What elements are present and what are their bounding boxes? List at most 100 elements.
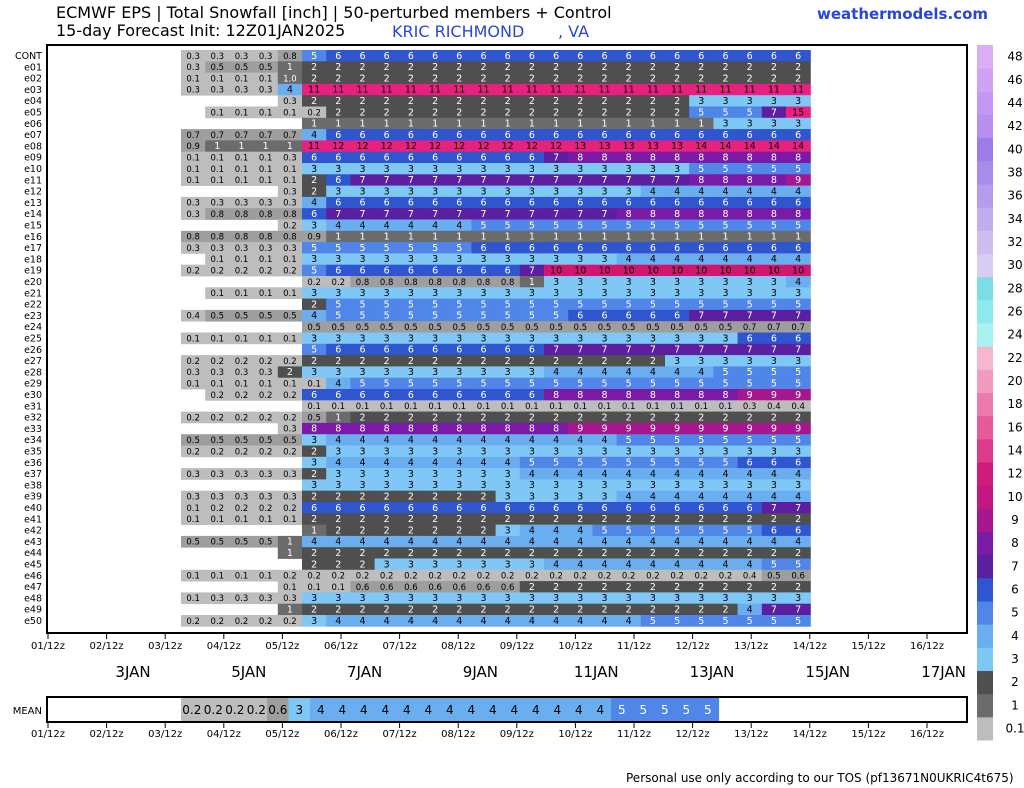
heatmap-cell <box>640 230 666 243</box>
heatmap-cell <box>519 615 545 627</box>
cell-label: 11 <box>598 85 610 96</box>
colorbar-segment <box>977 531 993 556</box>
heatmap-cell <box>350 547 376 559</box>
cell-label: 3 <box>577 277 583 288</box>
heatmap-cell <box>471 253 497 266</box>
cell-label: 0.5 <box>549 323 563 333</box>
heatmap-cell <box>592 490 618 503</box>
heatmap-cell <box>447 524 472 537</box>
cell-label: 0.7 <box>283 131 297 141</box>
heatmap-cell <box>786 490 811 503</box>
cell-label: 5 <box>384 311 390 322</box>
heatmap-cell <box>786 151 811 164</box>
heatmap-cell <box>786 140 811 153</box>
cell-label: 8 <box>795 153 801 164</box>
heatmap-cell <box>761 456 787 469</box>
cell-label: 6 <box>408 130 414 141</box>
cell-label: 0.3 <box>235 86 249 96</box>
heatmap-cell <box>640 389 666 401</box>
colorbar-tick-label: 8 <box>1011 536 1019 550</box>
cell-label: 5 <box>795 435 801 446</box>
mean-cell <box>353 698 376 721</box>
heatmap-cell <box>253 389 279 401</box>
cell-label: 15 <box>792 107 804 118</box>
cell-label: 5 <box>408 311 414 322</box>
heatmap-cell <box>713 411 739 424</box>
heatmap-cell <box>205 72 230 85</box>
mean-x-tick-label: 15/12z <box>851 729 885 740</box>
heatmap-cell <box>786 196 811 209</box>
cell-label: 2 <box>722 605 728 616</box>
heatmap-cell <box>277 332 303 345</box>
heatmap-cell <box>398 400 424 412</box>
cell-label: 0.2 <box>259 391 273 401</box>
heatmap-cell <box>568 581 593 593</box>
heatmap-cell <box>205 615 230 627</box>
heatmap-cell <box>229 83 255 96</box>
cell-label: 0.8 <box>501 278 515 288</box>
mean-x-tick-label: 07/12z <box>383 729 417 740</box>
heatmap-cell <box>423 615 448 627</box>
heatmap-cell <box>592 129 618 141</box>
heatmap-cell <box>277 366 303 379</box>
heatmap-cell <box>374 242 400 254</box>
cell-label: 8 <box>577 153 583 164</box>
cell-label: 2 <box>698 73 704 84</box>
colorbar-segment <box>977 716 993 741</box>
cell-label: 8 <box>553 424 559 435</box>
heatmap-cell <box>665 490 690 503</box>
cell-label: 0.5 <box>719 323 733 333</box>
cell-label: 10 <box>550 266 562 277</box>
cell-label: 3 <box>577 164 583 175</box>
mean-cell <box>417 698 440 721</box>
heatmap-cell <box>689 298 714 311</box>
cell-label: 0.5 <box>235 538 249 548</box>
cell-label: 2 <box>480 492 486 503</box>
cell-label: 4 <box>577 469 583 480</box>
heatmap-cell <box>181 411 206 424</box>
cell-label: 2 <box>577 605 583 616</box>
heatmap-cell <box>737 445 763 458</box>
heatmap-cell <box>302 434 327 446</box>
heatmap-cell <box>277 72 303 85</box>
heatmap-cell <box>374 592 400 605</box>
heatmap-cell <box>616 219 642 232</box>
site-link[interactable]: weathermodels.com <box>817 5 989 23</box>
cell-label: 10 <box>671 266 683 277</box>
cell-label: 2 <box>771 582 777 593</box>
heatmap-cell <box>786 321 811 333</box>
cell-label: 0.5 <box>501 323 515 333</box>
cell-label: 4 <box>432 220 438 231</box>
heatmap-cell <box>761 95 787 107</box>
x-tick-label: 11/12z <box>617 641 651 652</box>
cell-label: 0.5 <box>211 538 225 548</box>
heatmap-cell <box>302 479 327 492</box>
heatmap-cell <box>737 242 763 254</box>
heatmap-cell <box>786 569 811 582</box>
heatmap-cell <box>350 366 376 379</box>
cell-label: 3 <box>771 356 777 367</box>
cell-label: 10 <box>695 266 707 277</box>
mean-cell-label: 5 <box>618 703 626 717</box>
heatmap-cell <box>205 253 230 266</box>
heatmap-cell <box>229 332 255 345</box>
cell-label: 2 <box>529 605 535 616</box>
cell-label: 0.1 <box>235 289 249 299</box>
heatmap-cell <box>786 287 811 299</box>
cell-label: 6 <box>795 51 801 62</box>
cell-label: 7 <box>747 311 753 322</box>
cell-label: 0.2 <box>283 267 297 277</box>
cell-label: 0.3 <box>186 86 200 96</box>
cell-label: 3 <box>408 164 414 175</box>
heatmap-cell <box>544 332 569 345</box>
cell-label: 11 <box>453 85 465 96</box>
heatmap-cell <box>640 287 666 299</box>
row-label: e31 <box>24 401 42 412</box>
cell-label: 2 <box>480 107 486 118</box>
heatmap-cell <box>302 321 327 333</box>
heatmap-cell <box>374 106 400 119</box>
cell-label: 3 <box>311 220 317 231</box>
heatmap-cell <box>786 547 811 559</box>
cell-label: 9 <box>747 390 753 401</box>
heatmap-cell <box>761 581 787 593</box>
